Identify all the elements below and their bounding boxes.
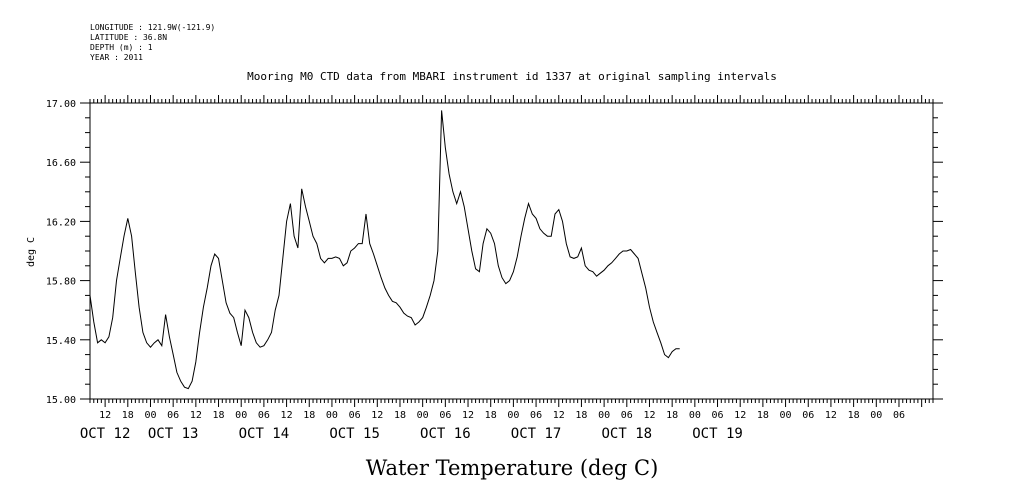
x-date-label: OCT 18 xyxy=(602,426,653,442)
x-axis-date-labels: OCT 12 OCT 13 OCT 14 OCT 15 OCT 16 OCT 17 OCT … xyxy=(80,426,743,442)
x-hour-label: 00 xyxy=(598,410,610,421)
x-hour-label: 06 xyxy=(439,410,451,421)
x-hour-label: 18 xyxy=(666,410,678,421)
y-tick-label: 15.80 xyxy=(46,277,76,288)
chart-title: Mooring M0 CTD data from MBARI instrumen… xyxy=(247,70,777,83)
x-hour-label: 06 xyxy=(893,410,905,421)
x-axis-ticks xyxy=(89,95,934,407)
x-hour-label: 00 xyxy=(417,410,429,421)
meta-year: YEAR : 2011 xyxy=(90,53,143,62)
x-hour-label: 12 xyxy=(553,410,565,421)
x-date-label: OCT 16 xyxy=(420,426,471,442)
x-hour-label: 18 xyxy=(757,410,769,421)
x-hour-label: 12 xyxy=(371,410,383,421)
plot-frame xyxy=(89,102,934,400)
y-tick-label: 15.40 xyxy=(46,336,76,347)
series-water-temperature xyxy=(89,110,680,390)
y-tick-label: 15.00 xyxy=(46,395,76,406)
x-hour-label: 00 xyxy=(144,410,156,421)
x-date-label: OCT 17 xyxy=(511,426,562,442)
y-axis-label: deg C xyxy=(26,237,37,267)
y-tick-label: 16.60 xyxy=(46,158,76,169)
x-hour-label: 12 xyxy=(734,410,746,421)
meta-depth: DEPTH (m) : 1 xyxy=(90,43,153,52)
x-date-label: OCT 12 xyxy=(80,426,131,442)
x-hour-label: 06 xyxy=(258,410,270,421)
x-date-label: OCT 19 xyxy=(692,426,743,442)
meta-latitude: LATITUDE : 36.8N xyxy=(90,33,167,42)
x-hour-label: 18 xyxy=(394,410,406,421)
x-date-label: OCT 15 xyxy=(329,426,380,442)
x-hour-label: 06 xyxy=(802,410,814,421)
y-axis-ticks: 17.00 16.60 16.20 15.80 15.40 15.00 xyxy=(46,99,943,406)
x-date-label: OCT 14 xyxy=(239,426,290,442)
x-hour-label: 18 xyxy=(485,410,497,421)
x-hour-label: 12 xyxy=(825,410,837,421)
x-hour-label: 00 xyxy=(870,410,882,421)
x-hour-label: 06 xyxy=(530,410,542,421)
chart-caption: Water Temperature (deg C) xyxy=(366,456,659,480)
x-date-label: OCT 13 xyxy=(148,426,199,442)
x-hour-label: 12 xyxy=(190,410,202,421)
x-axis-hour-labels: 12 18 00 06 12 18 00 06 12 18 00 06 12 18 00 06 12 18 00 06… xyxy=(99,410,905,421)
x-hour-label: 00 xyxy=(235,410,247,421)
x-hour-label: 06 xyxy=(712,410,724,421)
y-tick-label: 17.00 xyxy=(46,99,76,110)
x-hour-label: 12 xyxy=(99,410,111,421)
x-hour-label: 06 xyxy=(167,410,179,421)
x-hour-label: 18 xyxy=(575,410,587,421)
x-hour-label: 18 xyxy=(213,410,225,421)
x-hour-label: 18 xyxy=(303,410,315,421)
x-hour-label: 12 xyxy=(462,410,474,421)
x-hour-label: 18 xyxy=(848,410,860,421)
meta-longitude: LONGITUDE : 121.9W(-121.9) xyxy=(90,23,215,32)
metadata-block: LONGITUDE : 121.9W(-121.9) LATITUDE : 36… xyxy=(90,23,215,62)
x-hour-label: 12 xyxy=(643,410,655,421)
x-hour-label: 06 xyxy=(621,410,633,421)
x-hour-label: 00 xyxy=(507,410,519,421)
x-hour-label: 06 xyxy=(349,410,361,421)
x-hour-label: 00 xyxy=(326,410,338,421)
x-hour-label: 00 xyxy=(689,410,701,421)
x-hour-label: 00 xyxy=(780,410,792,421)
x-hour-label: 18 xyxy=(122,410,134,421)
x-hour-label: 12 xyxy=(281,410,293,421)
y-tick-label: 16.20 xyxy=(46,217,76,228)
